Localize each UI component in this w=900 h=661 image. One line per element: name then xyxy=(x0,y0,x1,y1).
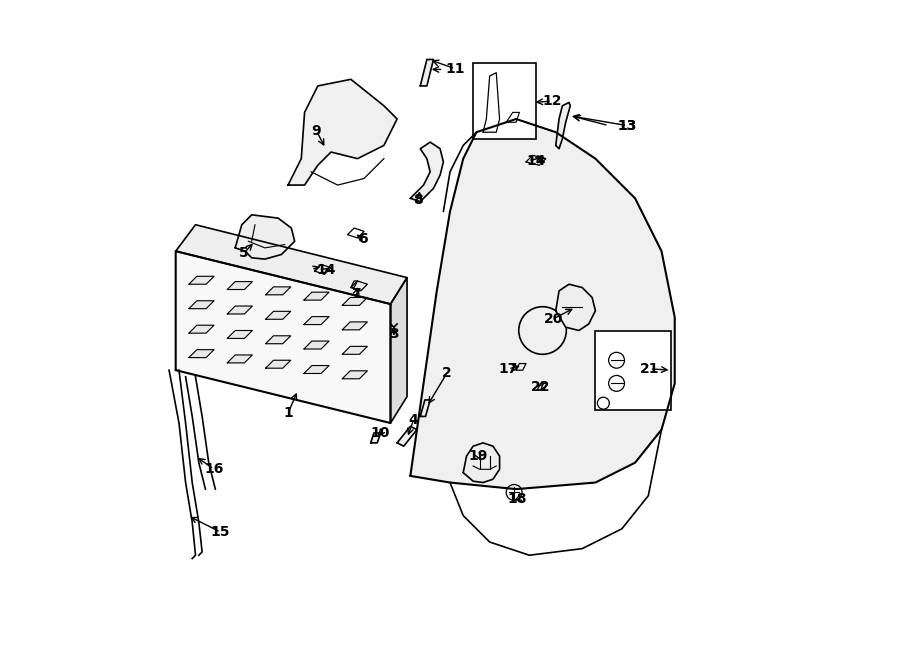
Polygon shape xyxy=(189,301,214,309)
Polygon shape xyxy=(556,102,571,149)
Text: 6: 6 xyxy=(358,232,367,247)
Polygon shape xyxy=(464,443,500,483)
Polygon shape xyxy=(176,251,391,423)
Text: 14: 14 xyxy=(526,153,545,168)
Polygon shape xyxy=(227,330,252,338)
Polygon shape xyxy=(235,215,294,259)
Polygon shape xyxy=(556,284,596,330)
Text: 11: 11 xyxy=(446,61,465,76)
Polygon shape xyxy=(304,317,329,325)
Text: 1: 1 xyxy=(284,406,292,420)
Polygon shape xyxy=(227,282,252,290)
Text: 16: 16 xyxy=(204,462,224,477)
Polygon shape xyxy=(342,371,367,379)
Polygon shape xyxy=(266,311,291,319)
Text: 17: 17 xyxy=(499,362,517,376)
Text: 15: 15 xyxy=(211,525,230,539)
Text: 8: 8 xyxy=(413,192,423,207)
Text: 3: 3 xyxy=(389,327,399,341)
Polygon shape xyxy=(304,292,329,300)
Polygon shape xyxy=(266,287,291,295)
Text: 20: 20 xyxy=(544,311,563,326)
Polygon shape xyxy=(189,325,214,333)
Polygon shape xyxy=(227,306,252,314)
Polygon shape xyxy=(420,400,430,416)
Polygon shape xyxy=(189,276,214,284)
Polygon shape xyxy=(304,366,329,373)
Text: 21: 21 xyxy=(640,362,660,376)
Polygon shape xyxy=(266,360,291,368)
Polygon shape xyxy=(288,79,397,185)
Text: 9: 9 xyxy=(311,124,321,138)
Polygon shape xyxy=(227,355,252,363)
Text: 13: 13 xyxy=(617,118,637,133)
Text: 14: 14 xyxy=(316,262,336,277)
Polygon shape xyxy=(342,346,367,354)
Bar xyxy=(473,63,536,139)
Polygon shape xyxy=(410,142,444,202)
Text: 2: 2 xyxy=(442,366,452,381)
Polygon shape xyxy=(342,297,367,305)
Polygon shape xyxy=(189,350,214,358)
Polygon shape xyxy=(391,278,407,423)
Text: 13: 13 xyxy=(617,118,637,133)
Polygon shape xyxy=(410,119,675,489)
Polygon shape xyxy=(371,433,381,443)
Text: 10: 10 xyxy=(371,426,391,440)
Text: 7: 7 xyxy=(351,287,361,301)
Polygon shape xyxy=(420,59,434,86)
Text: 22: 22 xyxy=(531,379,550,394)
Polygon shape xyxy=(304,341,329,349)
Text: 12: 12 xyxy=(542,94,562,108)
Text: 18: 18 xyxy=(508,492,527,506)
Polygon shape xyxy=(266,336,291,344)
Polygon shape xyxy=(342,322,367,330)
Text: 4: 4 xyxy=(409,412,419,427)
Text: 5: 5 xyxy=(238,246,248,260)
Bar xyxy=(596,330,671,410)
Text: 19: 19 xyxy=(469,449,488,463)
Polygon shape xyxy=(176,225,407,304)
Polygon shape xyxy=(397,426,417,446)
